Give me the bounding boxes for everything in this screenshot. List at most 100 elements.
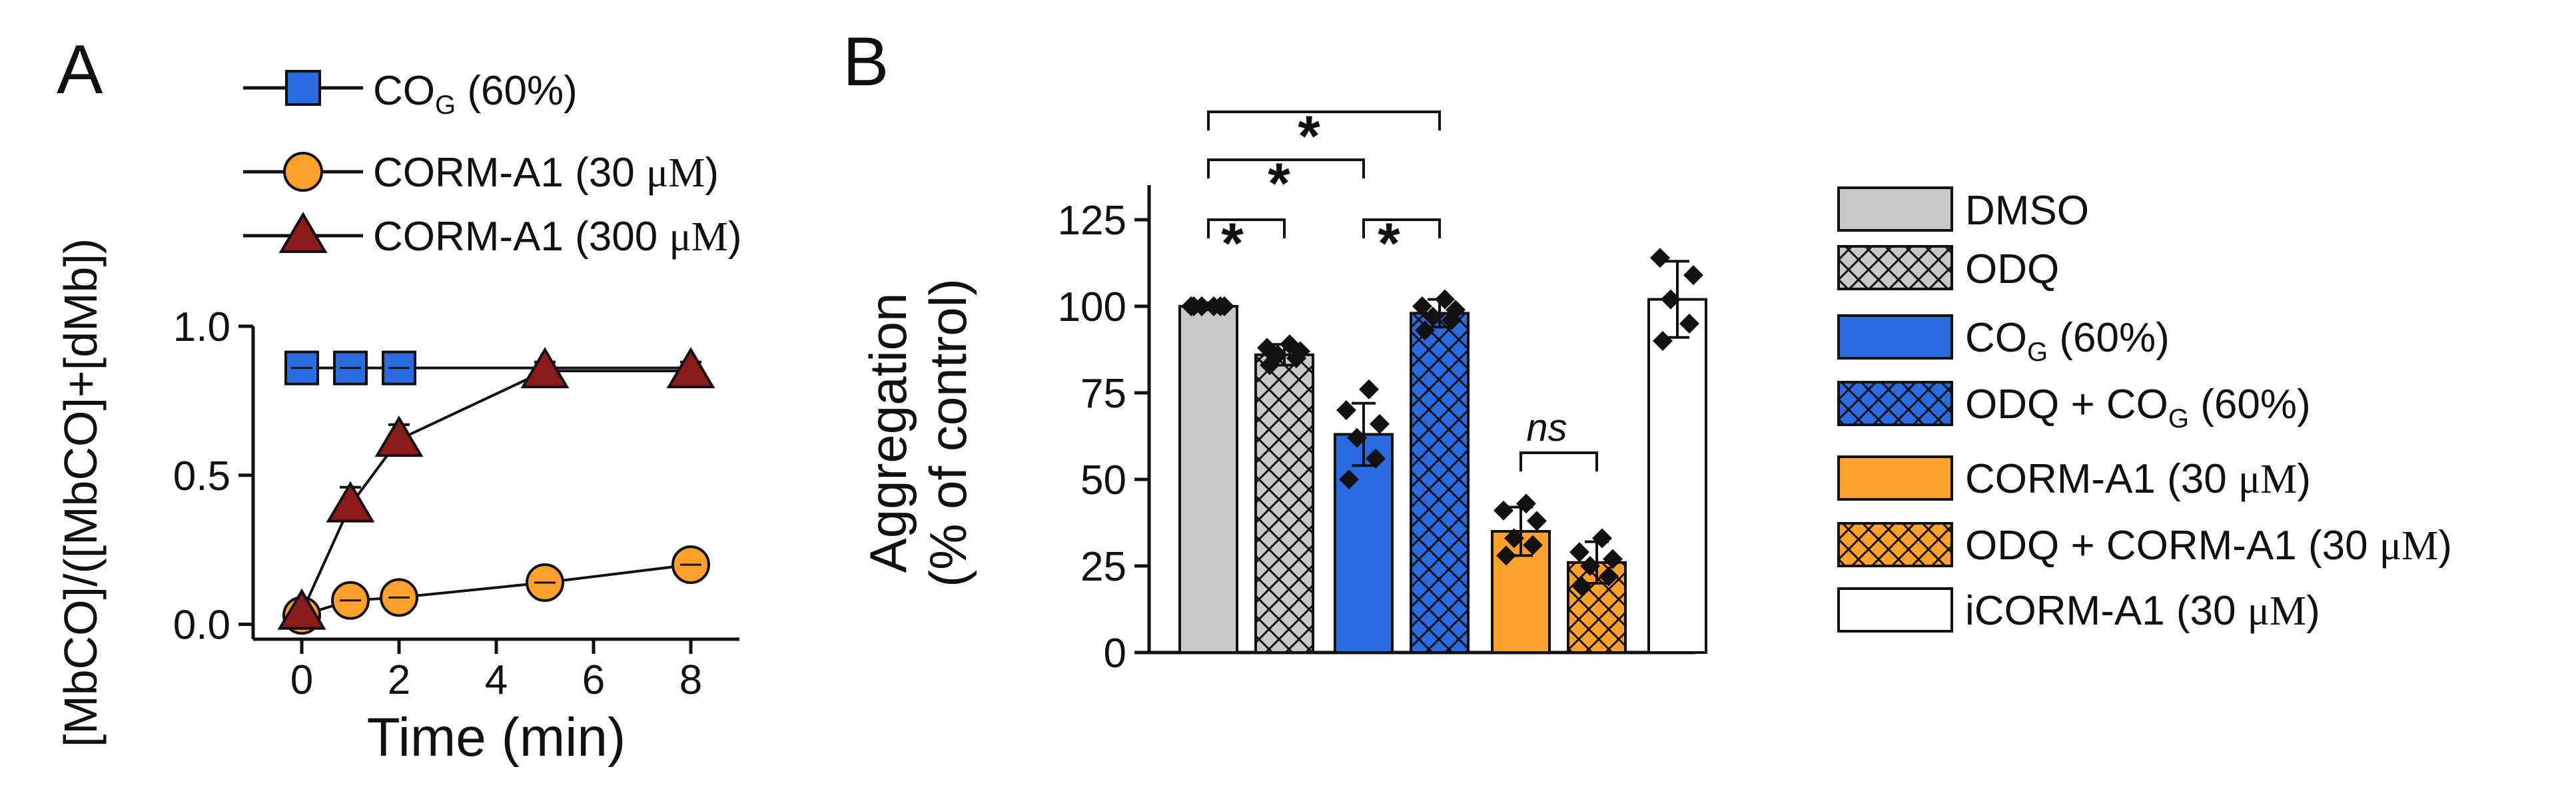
data-point-b	[1580, 556, 1600, 576]
legend-b-icorm-mu: μM	[2248, 589, 2306, 634]
panel-a: A COG (60%) CORM-A1 (30 μM)	[55, 31, 741, 768]
significance-bracket-3	[1207, 218, 1286, 238]
data-point-b	[1415, 320, 1435, 341]
legend-b-cog-sub: G	[2027, 338, 2048, 367]
axis-b-ytick-label: 25	[1080, 544, 1126, 590]
data-point-b	[1347, 427, 1367, 448]
legend-b-dmso: DMSO	[1837, 186, 2089, 234]
panel-a-label: A	[57, 31, 103, 109]
data-point-b	[1359, 379, 1379, 400]
bar-2	[1254, 353, 1314, 654]
bar-7	[1647, 298, 1707, 655]
legend-b: DMSO ODQ COG (60%) ODQ + COG (60%)	[1837, 186, 2452, 634]
panel-b-label: B	[843, 23, 889, 101]
svg-text:CORM-A1 (300 μM): CORM-A1 (300 μM)	[373, 214, 741, 260]
legend-b-corm: CORM-A1 (30 μM)	[1837, 455, 2311, 502]
legend-b-dmso-label: DMSO	[1965, 188, 2089, 234]
legend-a-corm30-main: CORM-A1 (30	[373, 150, 646, 196]
data-point-b	[1592, 528, 1612, 549]
data-point-b	[1339, 469, 1359, 489]
axis-a-xtick-label: 2	[388, 657, 410, 703]
legend-a-corm30: CORM-A1 (30 μM)	[243, 150, 719, 196]
svg-text:ODQ + COG (60%): ODQ + COG (60%)	[1965, 382, 2311, 433]
sig-label-4: *	[1378, 212, 1400, 276]
data-point-b	[1516, 493, 1536, 514]
data-point-b	[1653, 331, 1673, 351]
data-point-b	[1412, 296, 1432, 316]
axis-a-yticks: 0.0 0.5 1.0	[173, 304, 253, 649]
legend-b-odq-corm-mu: μM	[2379, 523, 2438, 569]
legend-a-corm30-mu: μM	[646, 150, 705, 196]
axis-a: 0.0 0.5 1.0 0 2 4 6 8 Time (min) [MbCO]/([MbCO…	[55, 238, 739, 768]
data-point-b	[1572, 577, 1592, 597]
legend-b-icorm-rest: )	[2306, 588, 2320, 634]
axis-a-ytick-label: 0.5	[173, 453, 230, 499]
plot-b-points	[1181, 248, 1703, 597]
data-point-b	[1523, 535, 1543, 555]
legend-a-cog: COG (60%)	[243, 68, 578, 120]
svg-text:iCORM-A1 (30 μM): iCORM-A1 (30 μM)	[1965, 588, 2320, 634]
legend-b-odq-cog-sub: G	[2168, 404, 2189, 433]
legend-b-corm-rest: )	[2297, 456, 2311, 502]
sig-label-2: *	[1268, 152, 1290, 216]
plot-b-bars	[1178, 298, 1707, 655]
marker-a-triangle	[326, 481, 375, 523]
axis-a-ylabel: [MbCO]/([MbCO]+[dMb])	[55, 238, 107, 747]
legend-a-corm300-main: CORM-A1 (300	[373, 214, 669, 260]
legend-b-odq-cog-main: ODQ + CO	[1965, 382, 2168, 427]
axis-a-xtick-label: 4	[485, 657, 508, 703]
bar-1	[1178, 305, 1238, 654]
axis-a-xtick-label: 8	[679, 657, 702, 703]
sig-label-ns: ns	[1526, 406, 1567, 449]
sig-label-3: *	[1221, 212, 1244, 276]
significance-bracket-2	[1207, 158, 1365, 178]
legend-b-odq-corm-rest: )	[2438, 523, 2452, 569]
svg-text:ODQ + CORM-A1 (30 μM): ODQ + CORM-A1 (30 μM)	[1965, 523, 2452, 569]
data-point-b	[1181, 296, 1201, 316]
axis-b-ylabel-1: Aggregation	[859, 293, 917, 573]
data-point-b	[1504, 528, 1524, 549]
legend-b-odq-corm: ODQ + CORM-A1 (30 μM)	[1837, 522, 2452, 569]
data-point-b	[1446, 300, 1466, 320]
data-point-b	[1679, 314, 1699, 334]
data-point-b	[1527, 511, 1547, 531]
data-point-b	[1683, 265, 1703, 286]
significance-bracket-4	[1362, 218, 1441, 238]
axis-b-ylabel-2: (% of control)	[919, 278, 977, 587]
marker-a-triangle	[666, 347, 715, 389]
data-point-b	[1603, 549, 1623, 569]
svg-text:COG (60%): COG (60%)	[1965, 315, 2170, 367]
marker-a-triangle	[374, 415, 424, 457]
legend-b-odq-label: ODQ	[1965, 246, 2059, 292]
data-point-b	[1214, 296, 1234, 316]
legend-b-odq-cog-rest: (60%)	[2189, 382, 2311, 427]
plot-b-brackets	[1207, 111, 1598, 471]
axis-a-xticks: 0 2 4 6 8	[290, 639, 702, 703]
legend-b-icorm-main: iCORM-A1 (30	[1965, 588, 2248, 634]
legend-b-odq: ODQ	[1837, 245, 2059, 292]
axis-a-xlabel: Time (min)	[367, 707, 626, 768]
legend-a-corm30-rest: )	[705, 150, 719, 196]
svg-text:CORM-A1 (30 μM): CORM-A1 (30 μM)	[1965, 456, 2311, 502]
data-point-b	[1257, 338, 1277, 358]
data-point-b	[1435, 289, 1455, 310]
legend-b-corm-mu: μM	[2238, 457, 2297, 502]
legend-a-corm300: CORM-A1 (300 μM)	[243, 212, 741, 260]
legend-b-cog-main: CO	[1965, 315, 2027, 361]
plot-a-markers	[277, 347, 715, 635]
significance-bracket-1	[1207, 111, 1441, 131]
data-point-b	[1192, 296, 1212, 316]
axis-a-ytick-label: 0.0	[173, 603, 230, 649]
legend-b-icorm: iCORM-A1 (30 μM)	[1837, 587, 2320, 634]
legend-a-corm300-rest: )	[728, 214, 742, 260]
data-point-b	[1423, 306, 1443, 327]
legend-a-cog-main: CO	[373, 68, 435, 114]
series-a-line-3	[300, 370, 691, 613]
legend-a: COG (60%) CORM-A1 (30 μM) CORM-A1 (300 μ…	[243, 68, 741, 260]
data-point-b	[1370, 413, 1390, 434]
svg-text:COG (60%): COG (60%)	[373, 68, 578, 120]
data-point-b	[1599, 566, 1619, 587]
legend-b-cog-rest: (60%)	[2048, 315, 2170, 361]
axis-b-ytick-label: 50	[1080, 457, 1126, 503]
axis-b-ytick-label: 125	[1058, 198, 1126, 244]
